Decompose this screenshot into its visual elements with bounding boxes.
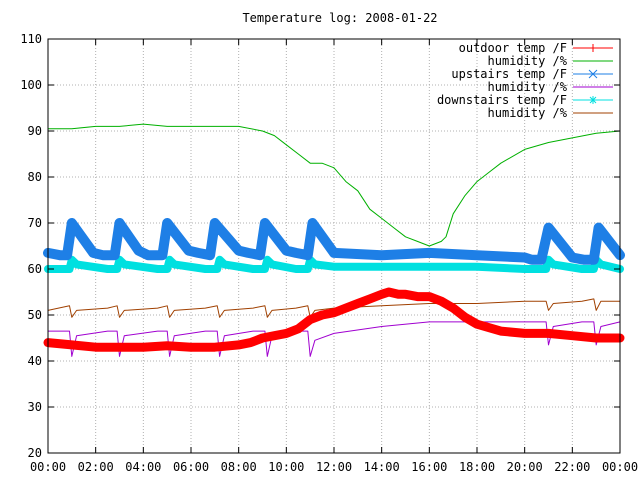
- series-layer: [43, 123, 625, 357]
- x-tick-label: 12:00: [316, 460, 352, 474]
- legend-label: upstairs temp /F: [451, 67, 567, 81]
- y-axis-ticks: 20 30 40 50 60 70 80 90 100 110: [20, 32, 620, 460]
- x-tick-label: 02:00: [78, 460, 114, 474]
- x-axis-ticks: 00:00 02:00 04:00 06:00 08:00 10:00 12:00 14:00…: [30, 39, 638, 474]
- series-line-4: [44, 255, 624, 273]
- y-tick-label: 70: [28, 216, 42, 230]
- legend-marker-star: [589, 96, 597, 104]
- y-tick-label: 20: [28, 446, 42, 460]
- legend-label: humidity /%: [488, 54, 568, 68]
- legend-label: outdoor temp /F: [459, 41, 567, 55]
- x-tick-label: 08:00: [221, 460, 257, 474]
- x-tick-label: 00:00: [602, 460, 638, 474]
- series-line-1: [47, 123, 621, 247]
- x-tick-label: 18:00: [459, 460, 495, 474]
- legend-label: humidity /%: [488, 106, 568, 120]
- y-tick-label: 40: [28, 354, 42, 368]
- series-line-0: [43, 287, 625, 352]
- y-tick-label: 90: [28, 124, 42, 138]
- x-tick-label: 04:00: [125, 460, 161, 474]
- chart-title: Temperature log: 2008-01-22: [242, 11, 437, 25]
- x-tick-label: 20:00: [507, 460, 543, 474]
- legend-marker-plus: [589, 44, 597, 52]
- y-tick-label: 60: [28, 262, 42, 276]
- series-line-2: [43, 218, 625, 265]
- legend-label: downstairs temp /F: [437, 93, 567, 107]
- legend-label: humidity /%: [488, 80, 568, 94]
- x-tick-label: 22:00: [554, 460, 590, 474]
- x-tick-label: 16:00: [411, 460, 447, 474]
- x-tick-label: 06:00: [173, 460, 209, 474]
- x-tick-label: 14:00: [364, 460, 400, 474]
- y-tick-label: 50: [28, 308, 42, 322]
- series-line-3: [47, 321, 621, 357]
- y-tick-label: 110: [20, 32, 42, 46]
- y-tick-label: 30: [28, 400, 42, 414]
- series-line-5: [47, 298, 621, 318]
- x-tick-label: 10:00: [268, 460, 304, 474]
- y-tick-label: 100: [20, 78, 42, 92]
- x-tick-label: 00:00: [30, 460, 66, 474]
- legend-marker-x: [588, 69, 598, 79]
- y-tick-label: 80: [28, 170, 42, 184]
